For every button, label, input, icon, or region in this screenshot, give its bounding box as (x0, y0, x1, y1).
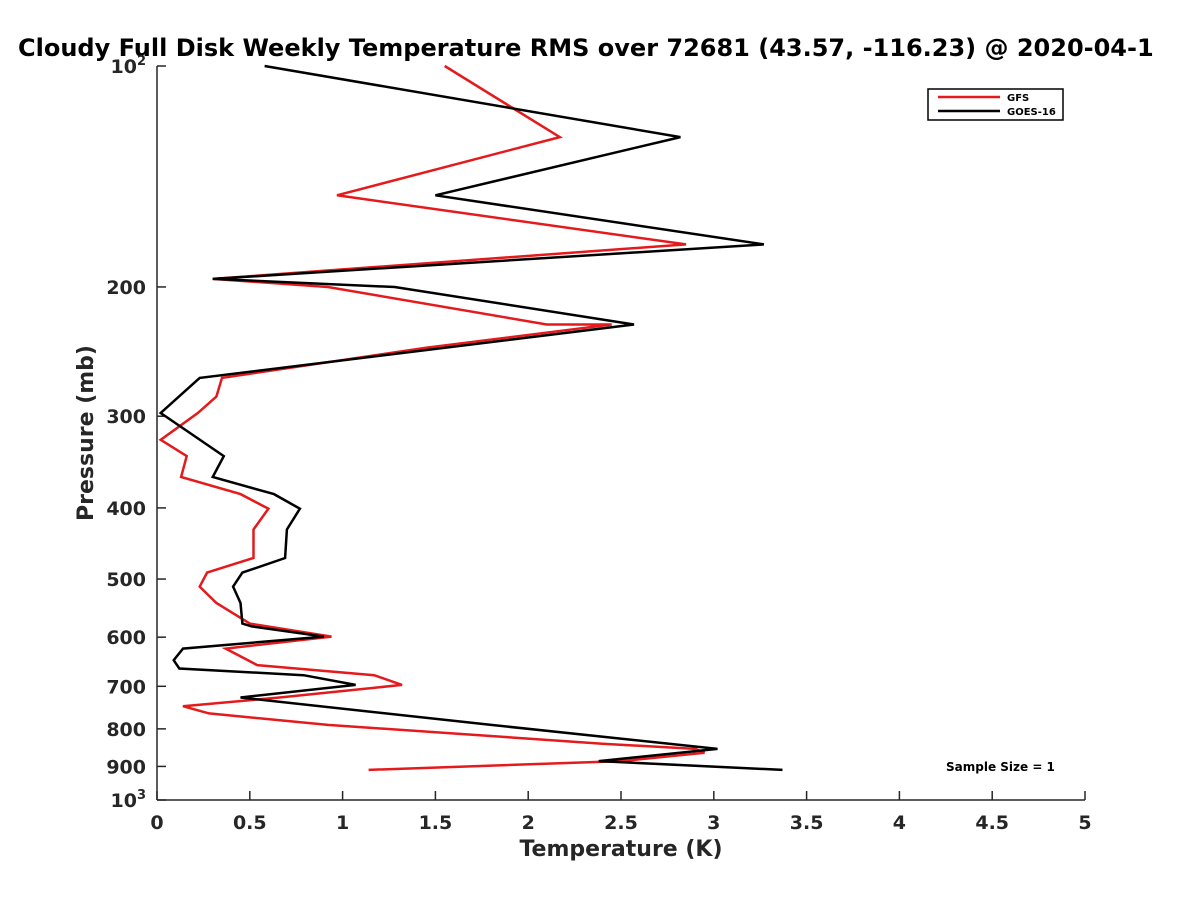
series-layer (158, 64, 783, 772)
legend: GFS GOES-16 (927, 88, 1064, 121)
y-tick-label: 200 (106, 277, 146, 299)
y-tick-label: 300 (106, 406, 146, 428)
x-tick-label: 1.5 (419, 812, 453, 834)
series-line-gfs (158, 64, 705, 772)
x-tick-label: 4.5 (975, 812, 1009, 834)
x-tick-label: 0.5 (233, 812, 267, 834)
y-tick-label: 400 (106, 498, 146, 520)
x-axis-label: Temperature (K) (519, 837, 722, 862)
x-tick-label: 2 (522, 812, 535, 834)
series-line-goes16 (158, 64, 783, 772)
y-tick-label: 700 (106, 676, 146, 698)
x-tick-label: 3 (707, 812, 720, 834)
legend-label-gfs: GFS (1007, 93, 1029, 104)
y-tick-label: 900 (106, 756, 146, 778)
x-tick-label: 4 (893, 812, 906, 834)
y-tick-label: 103 (111, 788, 147, 812)
y-tick-label: 500 (106, 569, 146, 591)
x-tick-label: 2.5 (604, 812, 638, 834)
legend-box (927, 88, 1064, 121)
y-tick-label: 800 (106, 719, 146, 741)
chart-title: Cloudy Full Disk Weekly Temperature RMS … (18, 34, 1154, 62)
x-axis-ticks: 0 0.5 1 1.5 2 2.5 3 3.5 4 4.5 5 (150, 791, 1092, 834)
x-tick-label: 5 (1078, 812, 1091, 834)
y-tick-label: 600 (106, 627, 146, 649)
x-tick-label: 3.5 (790, 812, 824, 834)
y-tick-label: 102 (111, 54, 147, 78)
sample-size-annotation: Sample Size = 1 (946, 760, 1055, 774)
legend-label-goes16: GOES-16 (1007, 107, 1056, 118)
x-tick-label: 0 (150, 812, 163, 834)
x-tick-label: 1 (336, 812, 349, 834)
y-axis-label: Pressure (mb) (74, 345, 99, 521)
y-axis-ticks: 102 200 300 400 500 600 700 800 900 103 (106, 54, 166, 812)
